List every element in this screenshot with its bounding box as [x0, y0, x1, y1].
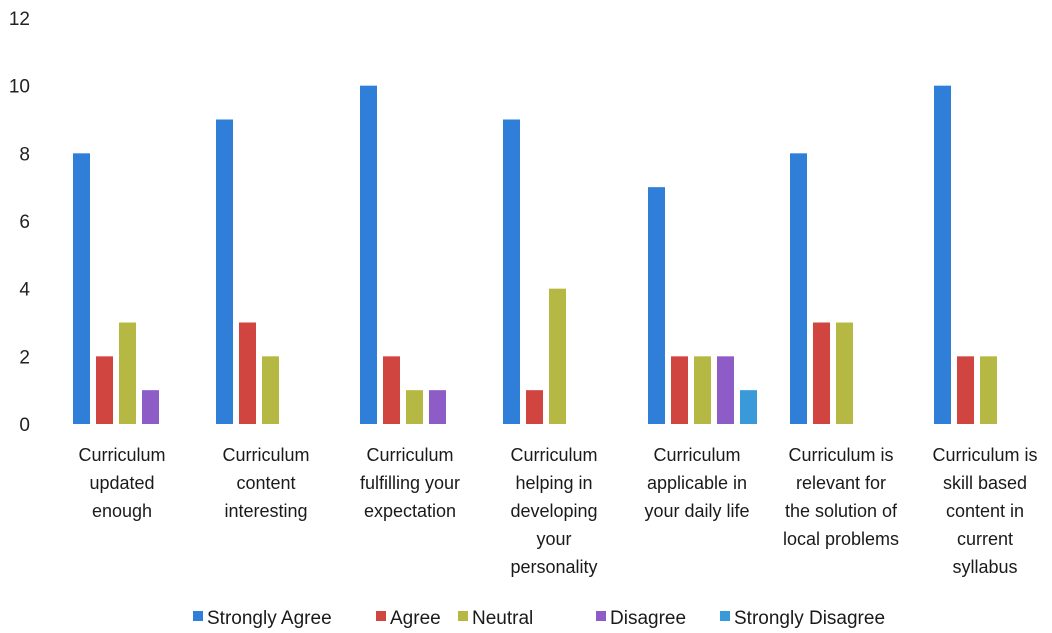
bar-agree — [671, 356, 688, 424]
bar-strongly-agree — [503, 119, 520, 424]
legend-item: Strongly Agree — [193, 608, 332, 629]
x-category-label: Curriculum fulfilling your expectation — [360, 445, 460, 521]
x-category-label: Curriculum helping in developing your person… — [510, 445, 597, 577]
bar-agree — [239, 322, 256, 424]
x-category-label: Curriculum updated enough — [78, 445, 165, 521]
bar-neutral — [549, 288, 566, 424]
legend-label: Strongly Agree — [207, 608, 332, 629]
bar-strongly-agree — [648, 187, 665, 424]
bar-agree — [526, 390, 543, 424]
y-tick-label: 0 — [19, 415, 30, 436]
bar-agree — [96, 356, 113, 424]
x-category-label: Curriculum applicable in your daily life — [644, 445, 749, 521]
bar-group — [934, 85, 997, 425]
y-tick-label: 4 — [19, 280, 30, 301]
bar-neutral — [119, 322, 136, 424]
legend-label: Agree — [390, 608, 441, 629]
bar-disagree — [429, 390, 446, 424]
x-category-label: Curriculum is skill based content in curren… — [932, 445, 1037, 577]
y-tick-label: 6 — [19, 212, 30, 233]
bar-neutral — [694, 356, 711, 424]
bar-group — [648, 187, 757, 424]
legend-item: Neutral — [458, 608, 533, 629]
bar-agree — [813, 322, 830, 424]
bar-group — [73, 153, 159, 425]
bar-neutral — [406, 390, 423, 424]
bar-strongly-agree — [73, 153, 90, 425]
legend-swatch — [596, 611, 606, 621]
bar-group — [503, 119, 566, 424]
legend-label: Disagree — [610, 608, 686, 629]
bar-disagree — [717, 356, 734, 424]
legend-item: Agree — [376, 608, 441, 629]
legend-swatch — [193, 611, 203, 621]
x-category-label: Curriculum content interesting — [222, 445, 309, 521]
bar-disagree — [142, 390, 159, 424]
legend-swatch — [720, 611, 730, 621]
legend-swatch — [376, 611, 386, 621]
bar-group — [790, 153, 853, 425]
bar-group — [360, 85, 446, 425]
bar-agree — [957, 356, 974, 424]
bar-neutral — [262, 356, 279, 424]
legend-item: Disagree — [596, 608, 686, 629]
y-tick-label: 12 — [9, 9, 30, 30]
y-tick-label: 2 — [19, 347, 30, 368]
legend: Strongly Agree Agree Neutral Disagree Strong… — [193, 608, 885, 629]
bar-strongly-agree — [790, 153, 807, 425]
bar-strongly-agree — [216, 119, 233, 424]
legend-item: Strongly Disagree — [720, 608, 885, 629]
bar-agree — [383, 356, 400, 424]
bar-strongly-disagree — [740, 390, 757, 424]
bar-strongly-agree — [934, 85, 951, 425]
y-axis: 0 2 4 6 8 10 12 — [9, 9, 31, 436]
y-tick-label: 10 — [9, 77, 30, 98]
bars — [73, 85, 997, 425]
bar-neutral — [836, 322, 853, 424]
legend-label: Neutral — [472, 608, 533, 629]
x-category-label: Curriculum is relevant for the solution of… — [783, 445, 899, 549]
bar-group — [216, 119, 279, 424]
x-axis-labels: Curriculum updated enough Curriculum content… — [78, 445, 1037, 577]
bar-strongly-agree — [360, 85, 377, 425]
legend-swatch — [458, 611, 468, 621]
bar-neutral — [980, 356, 997, 424]
y-tick-label: 8 — [19, 144, 30, 165]
legend-label: Strongly Disagree — [734, 608, 885, 629]
